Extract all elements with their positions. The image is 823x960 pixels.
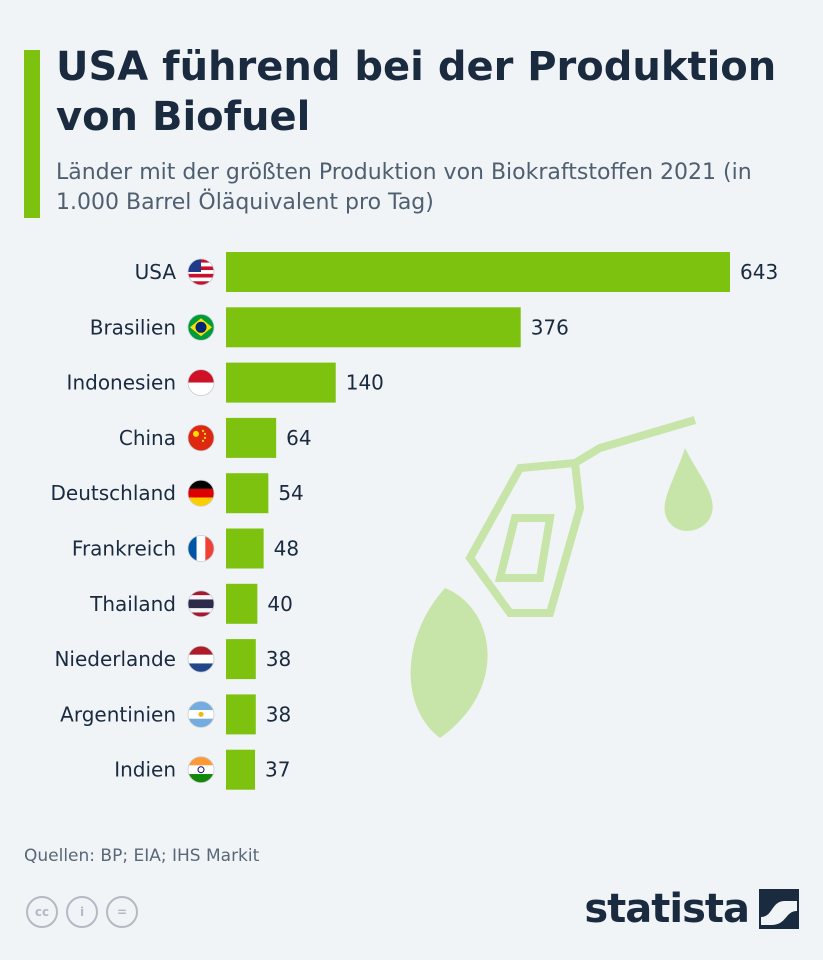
flag-india-icon <box>187 756 215 784</box>
page-title: USA führend bei der Produktion von Biofu… <box>56 44 777 140</box>
bar-frankreich <box>226 528 264 569</box>
category-label: Deutschland <box>51 481 177 505</box>
flag-argentina-icon <box>187 700 215 728</box>
attribution-icon[interactable]: i <box>66 896 98 928</box>
value-label: 140 <box>346 371 384 395</box>
category-label: Indien <box>114 758 176 782</box>
value-label: 64 <box>286 426 311 450</box>
license-icons: cc i = <box>26 896 138 928</box>
value-label: 376 <box>531 315 569 339</box>
value-label: 40 <box>267 592 292 616</box>
flag-germany-icon <box>187 479 215 507</box>
cc-icon[interactable]: cc <box>26 896 58 928</box>
bar-indien <box>226 749 256 790</box>
bar-deutschland <box>226 473 269 514</box>
page-subtitle: Länder mit der größten Produktion von Bi… <box>56 160 752 215</box>
category-label: USA <box>135 260 177 284</box>
category-label: Brasilien <box>90 315 176 339</box>
flag-thailand-icon <box>187 590 215 618</box>
flag-indonesia-icon <box>187 369 215 397</box>
flag-china-icon <box>187 424 215 452</box>
value-label: 38 <box>266 702 291 726</box>
category-label: Thailand <box>89 592 176 616</box>
bar-chart: USA 643 Brasilien 376 Indonesien 140 China 64 De… <box>51 252 778 790</box>
bar-brasilien <box>226 307 521 348</box>
biofuel-pump-icon <box>410 416 713 738</box>
value-label: 37 <box>265 758 290 782</box>
bar-thailand <box>226 583 258 624</box>
statista-mark-icon <box>759 889 799 929</box>
value-label: 643 <box>740 260 778 284</box>
bar-niederlande <box>226 639 256 680</box>
bar-indonesien <box>226 362 336 403</box>
no-derivatives-icon[interactable]: = <box>106 896 138 928</box>
flag-brazil-icon <box>187 313 215 341</box>
value-label: 48 <box>274 537 299 561</box>
value-label: 38 <box>266 647 291 671</box>
brand-wordmark: statista <box>584 886 750 932</box>
category-label: Frankreich <box>72 537 176 561</box>
flag-netherlands-icon <box>187 645 215 673</box>
bar-china <box>226 417 277 458</box>
flag-france-icon <box>187 535 215 562</box>
category-label: Niederlande <box>54 647 176 671</box>
category-label: Indonesien <box>67 371 176 395</box>
value-label: 54 <box>278 481 303 505</box>
bar-usa <box>226 252 730 292</box>
category-label: Argentinien <box>60 702 176 726</box>
category-label: China <box>119 426 176 450</box>
accent-bar <box>24 50 40 218</box>
flag-usa-icon <box>187 258 215 286</box>
statista-logo[interactable]: statista <box>584 886 799 932</box>
source-note: Quellen: BP; EIA; IHS Markit <box>24 846 260 866</box>
bar-argentinien <box>226 694 256 735</box>
